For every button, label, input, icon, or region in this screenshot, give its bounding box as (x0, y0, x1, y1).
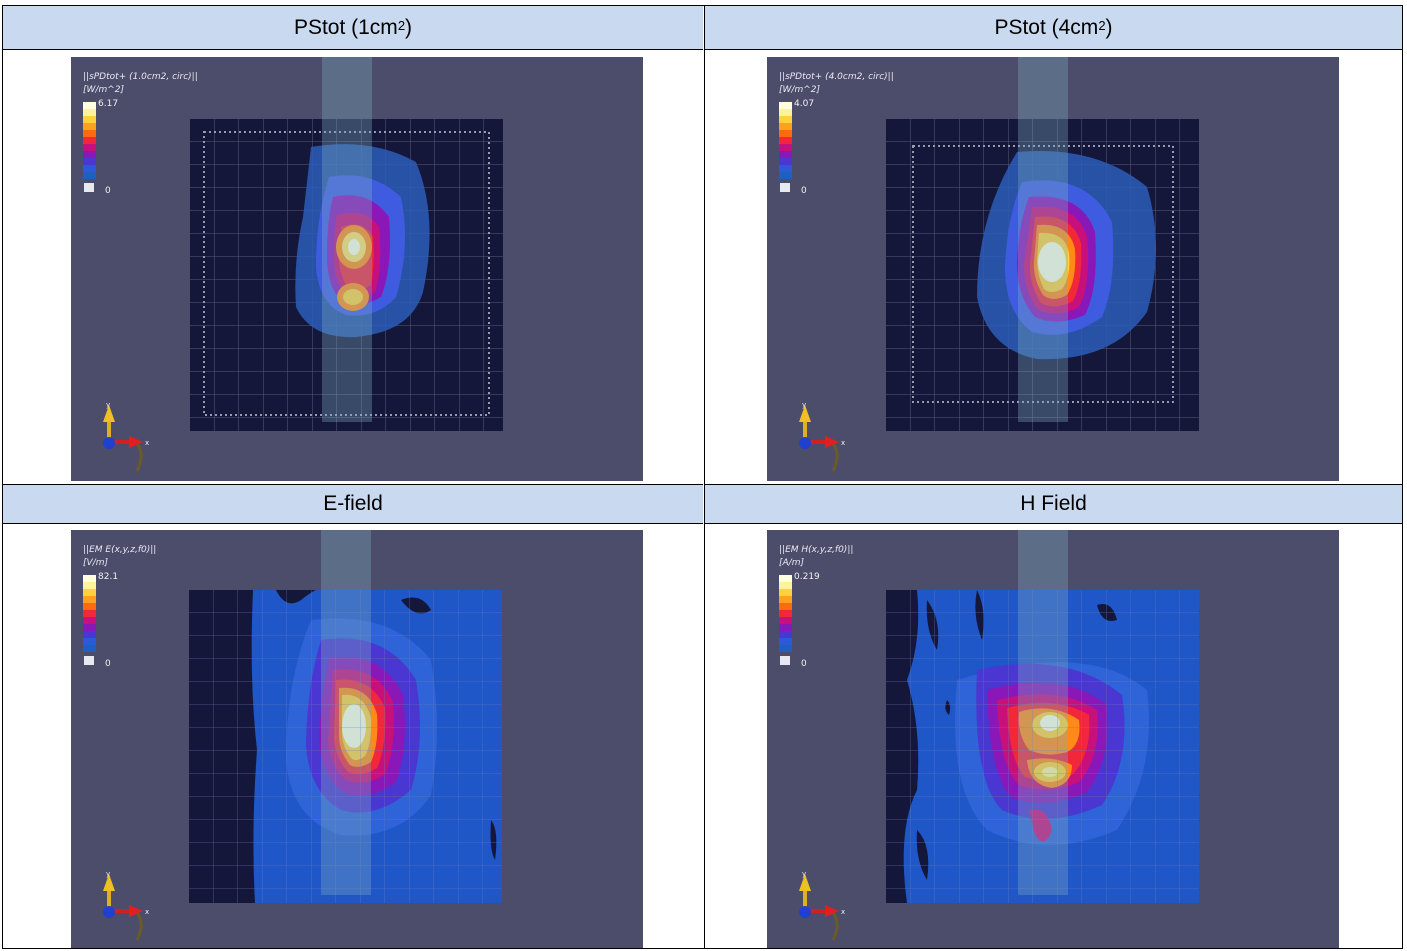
header-pstot-1cm2-sup: 2 (397, 18, 406, 33)
column-divider (704, 6, 705, 948)
antenna-strip (321, 530, 371, 895)
colorbar-min: 0 (105, 659, 111, 669)
axis-triad: y x (799, 870, 845, 941)
colorbar-unit: [V/m] (83, 558, 108, 568)
axis-y-label: y (802, 870, 806, 878)
color-scale (83, 575, 96, 665)
antenna-strip (1018, 57, 1068, 422)
colorbar-title: ||sPDtot+ (4.0cm2, circ)|| (779, 72, 894, 82)
header-pstot-4cm2-close: ) (1105, 15, 1113, 39)
axis-x-label: x (841, 908, 845, 916)
axis-triad: y x (103, 870, 149, 941)
scan-boundary (912, 145, 1174, 403)
colorbar-min: 0 (801, 186, 807, 196)
header-pstot-1cm2-text: PStot (1cm (293, 15, 398, 39)
colorbar-title: ||EM E(x,y,z,f0)|| (83, 545, 156, 555)
axis-y-label: y (802, 401, 806, 409)
colorbar-min: 0 (801, 659, 807, 669)
axis-triad: y x (103, 401, 149, 472)
e-field-plot: ||EM E(x,y,z,f0)|| [V/m] 82.1 0 y x (71, 530, 643, 948)
header-pstot-1cm2-close: ) (405, 15, 413, 39)
axis-y-label: y (106, 401, 110, 409)
header-e-field-text: E-field (323, 492, 383, 515)
scan-boundary (203, 131, 490, 416)
header-pstot-4cm2-sup: 2 (1098, 18, 1106, 33)
header-pstot-1cm2: PStot (1cm 2) (3, 6, 703, 50)
colorbar-unit: [W/m^2] (83, 85, 124, 95)
header-h-field-text: H Field (1020, 492, 1087, 515)
axis-triad: y x (799, 401, 845, 472)
header-h-field: H Field (705, 484, 1402, 524)
header-pstot-4cm2: PStot (4cm 2) (705, 6, 1402, 50)
axis-x-label: x (145, 439, 149, 447)
colorbar-unit: [W/m^2] (779, 85, 820, 95)
color-scale (83, 102, 96, 192)
axis-x-label: x (841, 439, 845, 447)
axis-y-label: y (106, 870, 110, 878)
header-e-field: E-field (3, 484, 703, 524)
pstot-4cm2-plot: ||sPDtot+ (4.0cm2, circ)|| [W/m^2] 4.07 … (767, 57, 1339, 481)
power-density-field (977, 151, 1156, 360)
antenna-strip (1018, 530, 1068, 895)
colorbar-unit: [A/m] (779, 558, 804, 568)
results-table (2, 5, 1403, 949)
colorbar-title: ||sPDtot+ (1.0cm2, circ)|| (83, 72, 198, 82)
power-density-field (295, 144, 430, 338)
colorbar-max: 6.17 (98, 99, 118, 109)
colorbar-max: 0.219 (794, 572, 820, 582)
axis-x-label: x (145, 908, 149, 916)
colorbar-title: ||EM H(x,y,z,f0)|| (779, 545, 853, 555)
header-pstot-4cm2-text: PStot (4cm (994, 15, 1099, 39)
color-scale (779, 102, 792, 192)
pstot-1cm2-plot: ||sPDtot+ (1.0cm2, circ)|| [W/m^2] 6.17 … (71, 57, 643, 481)
color-scale (779, 575, 792, 665)
h-field-plot: ||EM H(x,y,z,f0)|| [A/m] 0.219 0 y x (767, 530, 1339, 948)
colorbar-max: 82.1 (98, 572, 118, 582)
colorbar-max: 4.07 (794, 99, 814, 109)
antenna-strip (322, 57, 372, 422)
colorbar-min: 0 (105, 186, 111, 196)
